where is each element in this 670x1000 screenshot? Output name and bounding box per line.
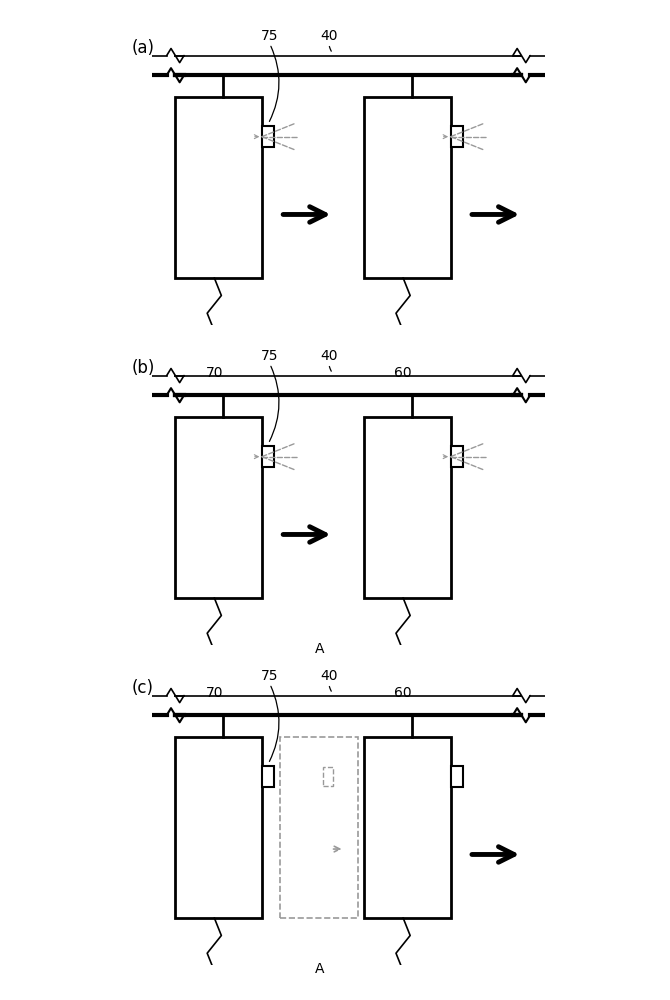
- Bar: [176, 97, 262, 278]
- Text: 40: 40: [320, 349, 338, 363]
- FancyArrowPatch shape: [330, 46, 331, 51]
- Text: 75: 75: [261, 349, 279, 363]
- Text: 60: 60: [394, 366, 412, 380]
- Text: A: A: [314, 962, 324, 976]
- Bar: [451, 766, 463, 787]
- FancyArrowPatch shape: [269, 366, 279, 441]
- Text: (a): (a): [132, 39, 155, 57]
- Bar: [451, 126, 463, 147]
- Bar: [262, 126, 275, 147]
- Text: 75: 75: [261, 669, 279, 683]
- FancyArrowPatch shape: [330, 686, 331, 691]
- FancyArrowPatch shape: [269, 46, 279, 121]
- Text: (c): (c): [132, 679, 154, 697]
- Bar: [280, 737, 358, 918]
- Bar: [262, 446, 275, 467]
- Text: 40: 40: [320, 669, 338, 683]
- Bar: [364, 737, 451, 918]
- Bar: [364, 417, 451, 598]
- Text: (b): (b): [132, 359, 155, 377]
- Bar: [176, 417, 262, 598]
- Text: 40: 40: [320, 29, 338, 43]
- FancyArrowPatch shape: [330, 366, 331, 371]
- Text: A: A: [314, 642, 324, 656]
- Text: 60: 60: [394, 686, 412, 700]
- Text: 70: 70: [206, 366, 223, 380]
- Text: 70: 70: [206, 686, 223, 700]
- Text: 75: 75: [261, 29, 279, 43]
- Bar: [364, 97, 451, 278]
- Bar: [262, 766, 275, 787]
- Bar: [176, 737, 262, 918]
- Bar: [451, 446, 463, 467]
- Bar: [323, 767, 332, 786]
- FancyArrowPatch shape: [269, 686, 279, 761]
